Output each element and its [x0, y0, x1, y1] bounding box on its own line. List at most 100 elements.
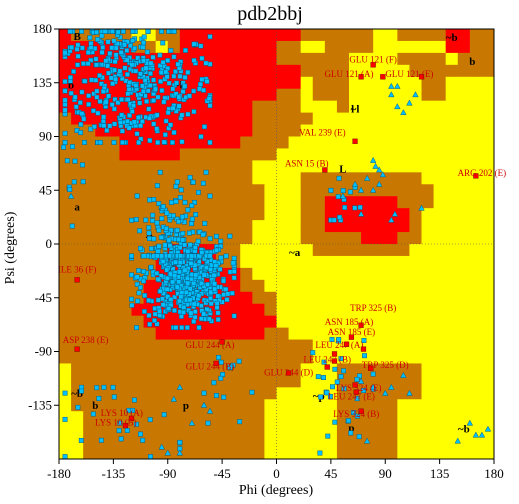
region-cell — [216, 411, 229, 424]
region-cell — [457, 52, 471, 66]
region-cell — [312, 136, 326, 149]
region-cell — [361, 220, 374, 233]
region-cell — [155, 423, 169, 436]
region-cell — [276, 124, 289, 137]
region-cell — [300, 40, 314, 54]
region-cell — [59, 172, 72, 185]
residue-point — [167, 253, 173, 259]
residue-point — [78, 130, 84, 136]
residue-point — [148, 60, 154, 66]
region-cell — [240, 160, 253, 173]
region-cell — [71, 375, 84, 388]
region-cell — [445, 88, 459, 102]
region-cell — [469, 244, 483, 257]
region-cell — [179, 184, 193, 197]
residue-point — [147, 197, 153, 203]
residue-point — [69, 223, 75, 229]
region-cell — [71, 184, 84, 197]
region-cell — [469, 315, 483, 329]
region-cell — [276, 327, 289, 340]
region-cell — [433, 184, 447, 197]
residue-point — [211, 380, 217, 386]
region-cell — [179, 351, 193, 364]
region-cell — [361, 291, 374, 305]
region-cell — [119, 267, 132, 281]
region-cell — [288, 124, 302, 137]
region-cell — [469, 160, 483, 173]
region-cell — [409, 148, 422, 161]
region-cell — [457, 100, 471, 114]
residue-point — [94, 385, 100, 391]
residue-point — [75, 404, 81, 410]
x-tick-label: 0 — [273, 466, 280, 481]
region-cell — [107, 267, 120, 281]
region-cell — [361, 52, 374, 66]
residue-point — [109, 45, 115, 51]
region-cell — [204, 160, 217, 173]
region-cell — [179, 447, 193, 460]
residue-point — [134, 274, 140, 280]
region-cell — [264, 184, 277, 197]
region-cell — [409, 172, 422, 185]
region-cell — [71, 64, 84, 78]
region-cell — [336, 399, 350, 412]
outlier-point — [358, 408, 364, 414]
region-cell — [433, 363, 447, 376]
region-cell — [240, 52, 253, 66]
region-cell — [349, 76, 362, 90]
region-cell — [167, 447, 181, 460]
region-cell — [191, 208, 205, 221]
region-cell — [107, 411, 120, 424]
region-cell — [397, 279, 410, 293]
residue-point — [162, 132, 168, 138]
region-cell — [71, 255, 84, 269]
region-cell — [336, 291, 350, 305]
region-cell — [228, 29, 241, 42]
residue-point — [201, 124, 207, 130]
residue-point — [165, 110, 171, 116]
residue-point — [340, 188, 346, 194]
region-cell — [288, 112, 302, 125]
region-cell — [107, 447, 120, 460]
region-cell — [131, 327, 144, 340]
residue-point — [163, 69, 169, 75]
region-cell — [300, 136, 314, 149]
residue-point — [204, 259, 210, 265]
residue-point — [87, 35, 93, 41]
residue-point — [215, 317, 221, 322]
outlier-point — [380, 74, 386, 80]
region-cell — [421, 375, 434, 388]
region-cell — [445, 52, 459, 66]
residue-point — [331, 217, 337, 223]
residue-point — [165, 294, 171, 300]
region-cell — [361, 88, 374, 102]
region-cell — [288, 447, 302, 460]
residue-point — [218, 375, 224, 381]
glycine-point — [388, 216, 395, 223]
region-cell — [336, 64, 350, 78]
region-cell — [397, 411, 410, 424]
region-cell — [252, 196, 265, 209]
region-letter: b — [92, 400, 98, 412]
region-cell — [336, 232, 350, 245]
region-cell — [119, 148, 132, 161]
region-cell — [167, 363, 181, 376]
region-cell — [300, 423, 314, 436]
region-cell — [385, 160, 398, 173]
region-cell — [143, 148, 157, 161]
residue-point — [133, 421, 139, 427]
residue-point — [179, 112, 185, 118]
region-cell — [228, 244, 241, 257]
residue-point — [154, 270, 160, 276]
region-cell — [385, 435, 398, 448]
region-cell — [71, 208, 84, 221]
region-cell — [469, 363, 483, 376]
residue-point — [157, 52, 163, 58]
region-cell — [324, 76, 338, 90]
residue-point — [137, 100, 143, 106]
residue-point — [160, 259, 166, 264]
residue-point — [140, 89, 146, 94]
residue-point — [73, 104, 79, 110]
region-cell — [216, 172, 229, 185]
